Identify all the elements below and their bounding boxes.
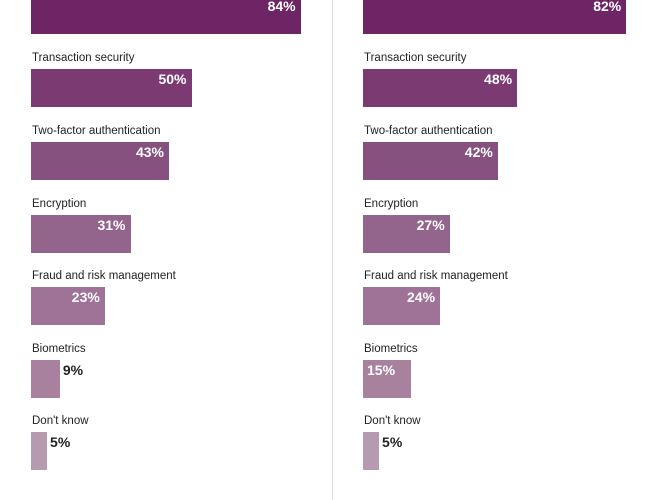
category-label: Encryption: [32, 198, 87, 210]
value-label: 31%: [97, 217, 126, 233]
value-label: 50%: [158, 71, 187, 87]
value-label: 5%: [382, 434, 403, 450]
bar-group: Two-factor authentication 42%: [363, 110, 667, 180]
bar: [363, 432, 380, 470]
category-label: Two-factor authentication: [32, 125, 161, 137]
category-label: Biometrics: [32, 343, 86, 355]
value-label: 82%: [593, 0, 622, 14]
bar: [31, 0, 301, 34]
category-label: Transaction security: [364, 52, 467, 64]
value-label: 5%: [50, 434, 71, 450]
value-label: 27%: [416, 217, 445, 233]
category-label: Don't know: [32, 415, 89, 427]
bar-group: Two-factor authentication 43%: [31, 110, 351, 180]
bar-group: Biometrics 15%: [363, 328, 667, 398]
bar-group: Don't know 5%: [363, 400, 667, 470]
category-label: Biometrics: [364, 343, 418, 355]
value-label: 9%: [62, 362, 84, 378]
bar-group: Encryption 27%: [363, 183, 667, 253]
bar-group: Encryption 31%: [31, 183, 351, 253]
panel-divider: [332, 0, 333, 500]
bar: [363, 69, 518, 107]
value-label: 42%: [464, 144, 493, 160]
value-label: 43%: [135, 144, 165, 160]
category-label: Transaction security: [32, 52, 135, 64]
value-label: 23%: [71, 289, 100, 305]
bar: [31, 432, 48, 470]
value-label: 24%: [407, 289, 436, 305]
bar-group: Transaction security 50%: [31, 37, 351, 107]
bar: [31, 360, 60, 398]
category-label: Fraud and risk management: [364, 270, 508, 282]
bar-group: 82%: [363, 0, 667, 34]
value-label: 48%: [484, 71, 513, 87]
bar: [363, 142, 498, 180]
bar-group: Biometrics 9%: [31, 328, 351, 398]
value-label: 84%: [267, 0, 296, 14]
bar: [31, 215, 131, 253]
bar: [31, 142, 170, 180]
category-label: Encryption: [364, 198, 419, 210]
category-label: Fraud and risk management: [32, 270, 176, 282]
category-label: Two-factor authentication: [364, 125, 493, 137]
bar-group: Fraud and risk management 24%: [363, 255, 667, 325]
bar: [363, 287, 441, 325]
chart-right: 82% Transaction security 48% Two-factor aut…: [363, 0, 667, 500]
bar: [31, 69, 192, 107]
category-label: Don't know: [364, 415, 421, 427]
bar-group: Transaction security 48%: [363, 37, 667, 107]
chart-left: 84% Transaction security 50% Two-factor aut…: [31, 0, 351, 500]
bar-group: Fraud and risk management 23%: [31, 255, 351, 325]
bar: [363, 0, 627, 34]
value-label: 15%: [367, 362, 396, 378]
bar: [363, 215, 450, 253]
bar-group: 84%: [31, 0, 351, 34]
bar-group: Don't know 5%: [31, 400, 351, 470]
bar: [363, 360, 412, 398]
bar: [31, 287, 105, 325]
